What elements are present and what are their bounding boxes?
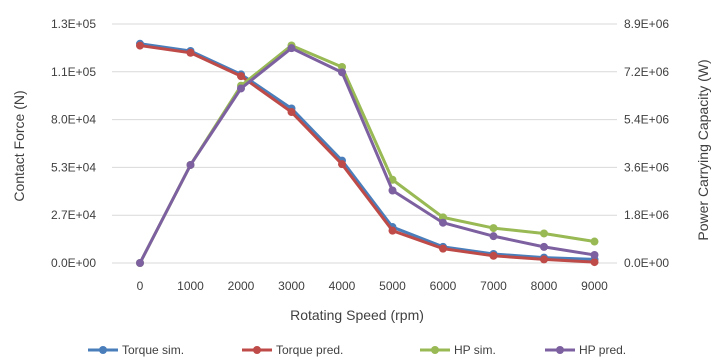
data-point-hp-pred bbox=[287, 44, 296, 53]
x-tick-label: 9000 bbox=[581, 279, 608, 293]
x-axis-ticks: 0 1000 2000 3000 4000 5000 6000 7000 8000 9000 bbox=[137, 279, 609, 293]
y-left-tick-label: 0.0E+00 bbox=[51, 256, 96, 270]
data-point-hp-pred bbox=[388, 186, 397, 195]
data-point-hp-pred bbox=[338, 68, 346, 77]
y-left-tick-label: 8.0E+04 bbox=[51, 113, 96, 127]
data-point-hp-sim bbox=[540, 229, 548, 238]
x-tick-label: 0 bbox=[137, 279, 144, 293]
y-right-tick-label: 8.9E+06 bbox=[624, 17, 669, 31]
x-tick-label: 3000 bbox=[278, 279, 305, 293]
y-right-tick-label: 7.2E+06 bbox=[624, 65, 669, 79]
y-right-tick-label: 0.0E+00 bbox=[624, 256, 669, 270]
y-right-tick-label: 1.8E+06 bbox=[624, 208, 669, 222]
data-point-hp-pred bbox=[590, 250, 599, 259]
legend-label-torque-sim: Torque sim. bbox=[122, 343, 184, 357]
data-point-hp-sim bbox=[388, 175, 397, 184]
left-axis-ticks: 0.0E+00 2.7E+04 5.3E+04 8.0E+04 1.1E+05 1.3E+… bbox=[51, 17, 96, 270]
x-tick-label: 4000 bbox=[329, 279, 356, 293]
right-axis-title: Power Carrying Capacity (W) bbox=[695, 59, 711, 240]
right-axis-ticks: 0.0E+00 1.8E+06 3.6E+06 5.4E+06 7.2E+06 8.9E+… bbox=[624, 17, 669, 270]
data-point-hp-sim bbox=[590, 237, 599, 246]
series-line-torque-pred bbox=[139, 44, 595, 264]
data-point-torque-pred bbox=[338, 160, 346, 169]
series-line-hp-pred bbox=[138, 46, 595, 264]
y-left-tick-label: 5.3E+04 bbox=[51, 160, 96, 174]
data-point-torque-pred bbox=[287, 108, 296, 117]
legend-marker-torque-sim bbox=[99, 346, 107, 354]
series-lines bbox=[136, 39, 599, 267]
data-point-hp-pred bbox=[136, 259, 144, 267]
data-point-hp-pred bbox=[540, 242, 548, 251]
legend-marker-torque-pred bbox=[253, 346, 261, 354]
legend-marker-hp-pred bbox=[556, 346, 564, 354]
data-point-torque-pred bbox=[388, 226, 397, 235]
data-point-torque-pred bbox=[136, 41, 144, 50]
y-right-tick-label: 3.6E+06 bbox=[624, 160, 669, 174]
y-left-tick-label: 2.7E+04 bbox=[51, 208, 96, 222]
legend: Torque sim. Torque pred. HP sim. HP pred. bbox=[88, 343, 626, 357]
x-axis-title: Rotating Speed (rpm) bbox=[290, 307, 424, 323]
legend-label-hp-sim: HP sim. bbox=[454, 343, 496, 357]
data-point-hp-pred bbox=[237, 84, 245, 93]
legend-marker-hp-sim bbox=[431, 346, 439, 354]
y-left-tick-label: 1.1E+05 bbox=[51, 65, 96, 79]
data-point-torque-pred bbox=[590, 258, 599, 267]
legend-label-torque-pred: Torque pred. bbox=[276, 343, 343, 357]
data-point-hp-pred bbox=[186, 160, 195, 169]
left-axis-title: Contact Force (N) bbox=[11, 90, 27, 201]
data-point-torque-pred bbox=[439, 244, 447, 253]
gridlines bbox=[112, 23, 617, 264]
x-tick-label: 2000 bbox=[228, 279, 255, 293]
data-point-hp-pred bbox=[489, 232, 498, 241]
x-tick-label: 5000 bbox=[379, 279, 406, 293]
data-point-hp-sim bbox=[489, 224, 498, 233]
legend-label-hp-pred: HP pred. bbox=[579, 343, 626, 357]
data-point-torque-pred bbox=[237, 72, 245, 81]
data-point-torque-pred bbox=[540, 255, 548, 264]
data-point-hp-pred bbox=[439, 218, 447, 227]
series-line-torque-sim bbox=[139, 42, 595, 261]
y-right-tick-label: 5.4E+06 bbox=[624, 113, 669, 127]
x-tick-label: 1000 bbox=[177, 279, 204, 293]
y-left-tick-label: 1.3E+05 bbox=[51, 17, 96, 31]
x-tick-label: 8000 bbox=[531, 279, 558, 293]
data-point-torque-pred bbox=[186, 48, 195, 57]
x-tick-label: 6000 bbox=[430, 279, 457, 293]
series-line-hp-sim bbox=[138, 43, 595, 264]
data-point-torque-pred bbox=[489, 251, 498, 260]
x-tick-label: 7000 bbox=[480, 279, 507, 293]
